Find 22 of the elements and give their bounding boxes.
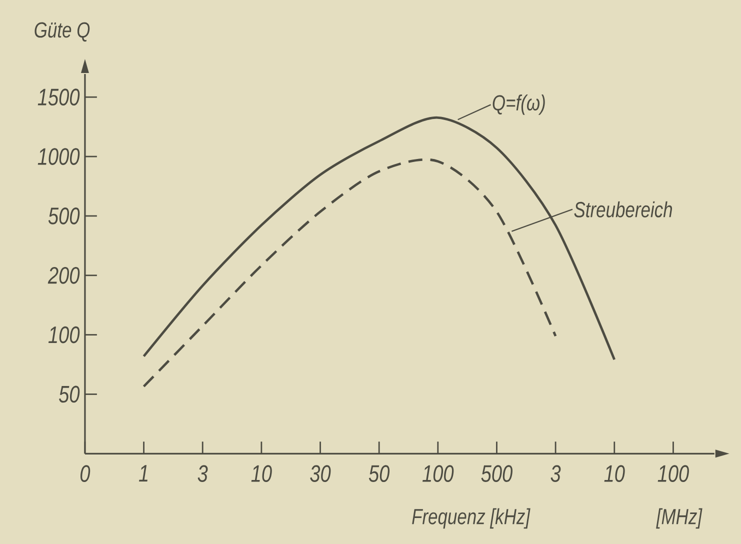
text: 100 [48,326,80,344]
x-tick-label: 100 [422,464,454,482]
x-axis-title: Frequenz [kHz] [412,508,530,528]
text: 200 [48,266,80,284]
x-tick-label: 10 [251,464,272,482]
text: Q=f(ω) [492,94,545,115]
x-tick-label: 10 [604,464,625,482]
x-tick-label: 30 [310,464,331,482]
text: 50 [58,386,80,402]
x-tick-label: 100 [658,464,689,482]
text: [MHz] [656,508,702,528]
text: 1500 [38,88,80,106]
x-tick-label: 1 [138,464,148,482]
x-tick-label: 3 [550,464,561,482]
x-tick-label: 50 [368,464,390,482]
annotation: Streubereich [574,201,672,218]
x-tick-label: 0 [80,464,90,482]
text: 1000 [38,148,80,165]
x-tick-label: 3 [198,464,208,482]
x-tick-label: 500 [481,464,512,482]
text: 500 [48,207,80,224]
y-axis-title: Güte Q [34,22,90,42]
